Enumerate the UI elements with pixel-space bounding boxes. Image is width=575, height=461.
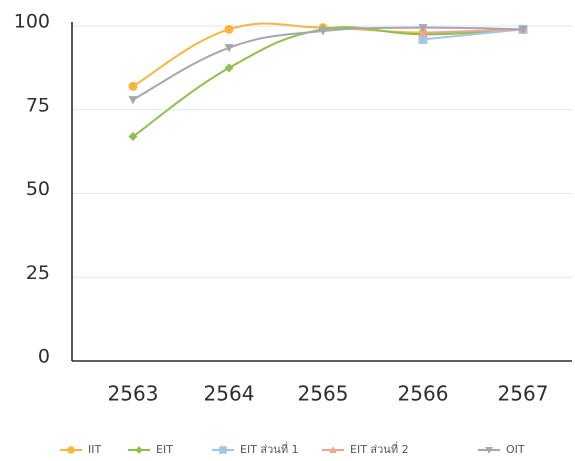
data-point-oit <box>224 44 234 53</box>
series-oit <box>128 24 528 105</box>
x-tick-label: 2565 <box>298 382 349 406</box>
legend-item-eit-1[interactable]: EIT ส่วนที่ 1 <box>212 441 299 456</box>
data-point-eit-2 <box>418 28 428 37</box>
y-tick-label: 0 <box>38 346 50 368</box>
legend-label: EIT ส่วนที่ 1 <box>240 441 299 456</box>
series-line-eit <box>132 26 524 138</box>
y-tick-label: 100 <box>14 11 50 33</box>
series-layer <box>128 22 528 142</box>
grid-layer <box>72 25 572 278</box>
legend-item-iit[interactable]: IIT <box>60 443 101 456</box>
data-point-iit <box>224 24 234 34</box>
y-tick-label: 25 <box>26 262 50 284</box>
x-tick-label: 2564 <box>204 382 255 406</box>
legend-marker <box>219 446 227 454</box>
legend-label: EIT ส่วนที่ 2 <box>350 441 409 456</box>
data-point-oit <box>518 25 528 34</box>
x-tick-label: 2563 <box>108 382 159 406</box>
x-tick-labels: 2563 2564 2565 2566 2567 <box>108 382 549 406</box>
data-point-oit <box>128 96 138 105</box>
data-point-oit <box>418 24 428 33</box>
legend-label: IIT <box>88 443 101 456</box>
legend-item-oit[interactable]: OIT <box>478 443 525 456</box>
data-point-iit <box>128 81 138 91</box>
data-point-eit-1 <box>418 34 428 44</box>
legend-marker <box>485 446 493 454</box>
legend: IIT EIT EIT ส่วนที่ 1 EIT ส่วนที่ 2 OIT <box>60 441 525 456</box>
legend-item-eit-2[interactable]: EIT ส่วนที่ 2 <box>322 441 409 456</box>
x-tick-label: 2567 <box>498 382 549 406</box>
legend-marker <box>67 446 75 454</box>
y-tick-label: 50 <box>26 178 50 200</box>
data-point-oit <box>318 27 328 36</box>
data-point-eit <box>128 132 138 142</box>
legend-marker <box>329 446 337 454</box>
series-eit <box>128 24 528 142</box>
series-line-oit <box>132 26 524 101</box>
axis-layer <box>71 22 572 362</box>
data-point-eit <box>224 63 234 73</box>
y-tick-label: 75 <box>26 94 50 116</box>
legend-label: OIT <box>506 443 525 456</box>
y-tick-labels: 0 25 50 75 100 <box>14 11 50 368</box>
legend-item-eit[interactable]: EIT <box>128 443 173 456</box>
legend-marker <box>135 446 143 454</box>
x-tick-label: 2566 <box>398 382 449 406</box>
legend-label: EIT <box>156 443 173 456</box>
